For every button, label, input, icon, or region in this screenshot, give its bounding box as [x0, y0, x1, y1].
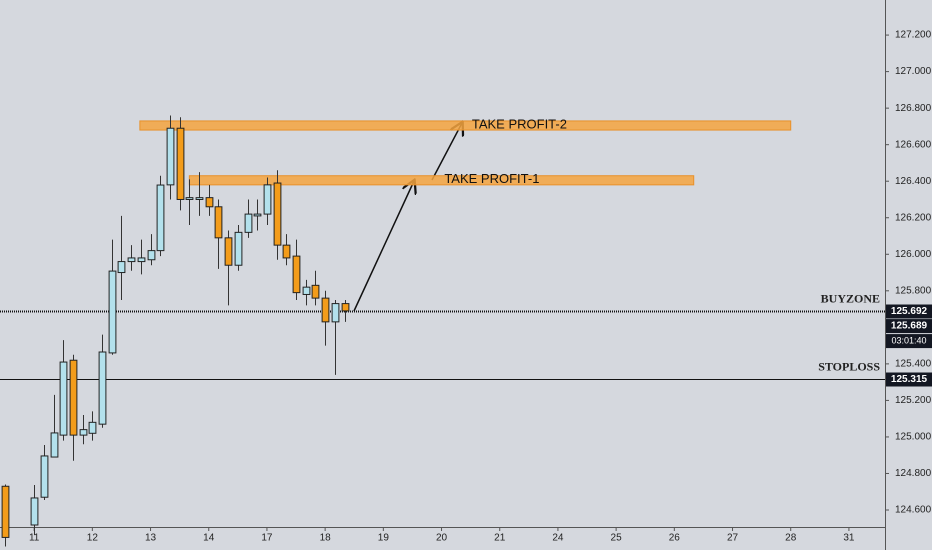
- candle-body: [331, 303, 340, 323]
- countdown-box: [886, 334, 932, 349]
- x-tick-label: 26: [669, 533, 681, 544]
- x-tick-label: 21: [494, 533, 506, 544]
- candle-body: [282, 244, 291, 259]
- candle-body: [69, 359, 78, 436]
- candle-body: [156, 184, 165, 252]
- last-price-box: [886, 319, 932, 334]
- candle-body: [117, 261, 126, 274]
- candle-body: [79, 429, 88, 436]
- level-name: BUYZONE: [821, 291, 880, 305]
- candle-body: [292, 255, 301, 294]
- countdown: 03:01:40: [891, 335, 926, 345]
- zone: [188, 175, 695, 186]
- x-tick-label: 12: [87, 533, 99, 544]
- candle-body: [98, 351, 107, 425]
- y-tick-label: 124.800: [895, 468, 932, 479]
- candle-body: [176, 127, 185, 200]
- y-tick-label: 126.200: [895, 212, 932, 223]
- x-tick-label: 31: [843, 533, 855, 544]
- y-tick-label: 125.200: [895, 395, 932, 406]
- candle-body: [311, 284, 320, 299]
- candle-body: [88, 421, 97, 434]
- candle-body: [205, 197, 214, 208]
- y-tick-label: 126.400: [895, 176, 932, 187]
- x-tick-label: 17: [261, 533, 273, 544]
- zone-label: TAKE PROFIT-1: [444, 171, 539, 186]
- y-tick-label: 124.600: [895, 505, 932, 516]
- candle-body: [137, 257, 146, 263]
- x-tick-label: 20: [436, 533, 448, 544]
- x-tick-label: 25: [611, 533, 623, 544]
- candle-body: [40, 455, 49, 498]
- level-name: STOPLOSS: [818, 359, 880, 373]
- candle-body: [253, 213, 262, 217]
- x-tick-label: 13: [145, 533, 157, 544]
- arrow: [353, 181, 414, 312]
- arrow: [431, 123, 462, 181]
- y-tick-label: 126.800: [895, 103, 932, 114]
- candle-body: [214, 206, 223, 239]
- candle-body: [147, 250, 156, 261]
- y-tick-label: 125.000: [895, 432, 932, 443]
- candle-body: [224, 237, 233, 266]
- candle-body: [108, 270, 117, 354]
- x-tick-label: 24: [552, 533, 564, 544]
- candle-body: [321, 297, 330, 323]
- candle-body: [166, 127, 175, 186]
- candle-body: [59, 361, 68, 436]
- price-label-box: [886, 304, 932, 319]
- price-label: 125.315: [891, 374, 928, 385]
- candle-body: [127, 257, 136, 263]
- x-tick-label: 18: [320, 533, 332, 544]
- y-tick-label: 126.000: [895, 249, 932, 260]
- candle-body: [50, 432, 59, 458]
- x-tick-label: 27: [727, 533, 739, 544]
- x-tick-label: 14: [203, 533, 215, 544]
- y-tick-label: 127.200: [895, 30, 932, 41]
- candle-body: [273, 182, 282, 246]
- y-tick-label: 125.400: [895, 359, 932, 370]
- y-tick-label: 127.000: [895, 66, 932, 77]
- candle-body: [302, 286, 311, 295]
- x-tick-label: 19: [378, 533, 390, 544]
- candle-body: [263, 184, 272, 215]
- last-price-label: 125.689: [891, 321, 928, 332]
- candle-body: [234, 231, 243, 266]
- candle-body: [195, 197, 204, 200]
- candle-body: [244, 213, 253, 233]
- candle-body: [30, 497, 39, 526]
- price-label: 125.692: [891, 306, 928, 317]
- candle-body: [1, 485, 10, 538]
- zone-label: TAKE PROFIT-2: [472, 116, 567, 131]
- candle-body: [341, 303, 350, 312]
- x-tick-label: 11: [29, 533, 40, 544]
- x-tick-label: 28: [785, 533, 797, 544]
- zone: [139, 120, 792, 131]
- price-label-box: [886, 372, 932, 387]
- y-tick-label: 126.600: [895, 139, 932, 150]
- y-tick-label: 125.800: [895, 285, 932, 296]
- candle-body: [185, 197, 194, 200]
